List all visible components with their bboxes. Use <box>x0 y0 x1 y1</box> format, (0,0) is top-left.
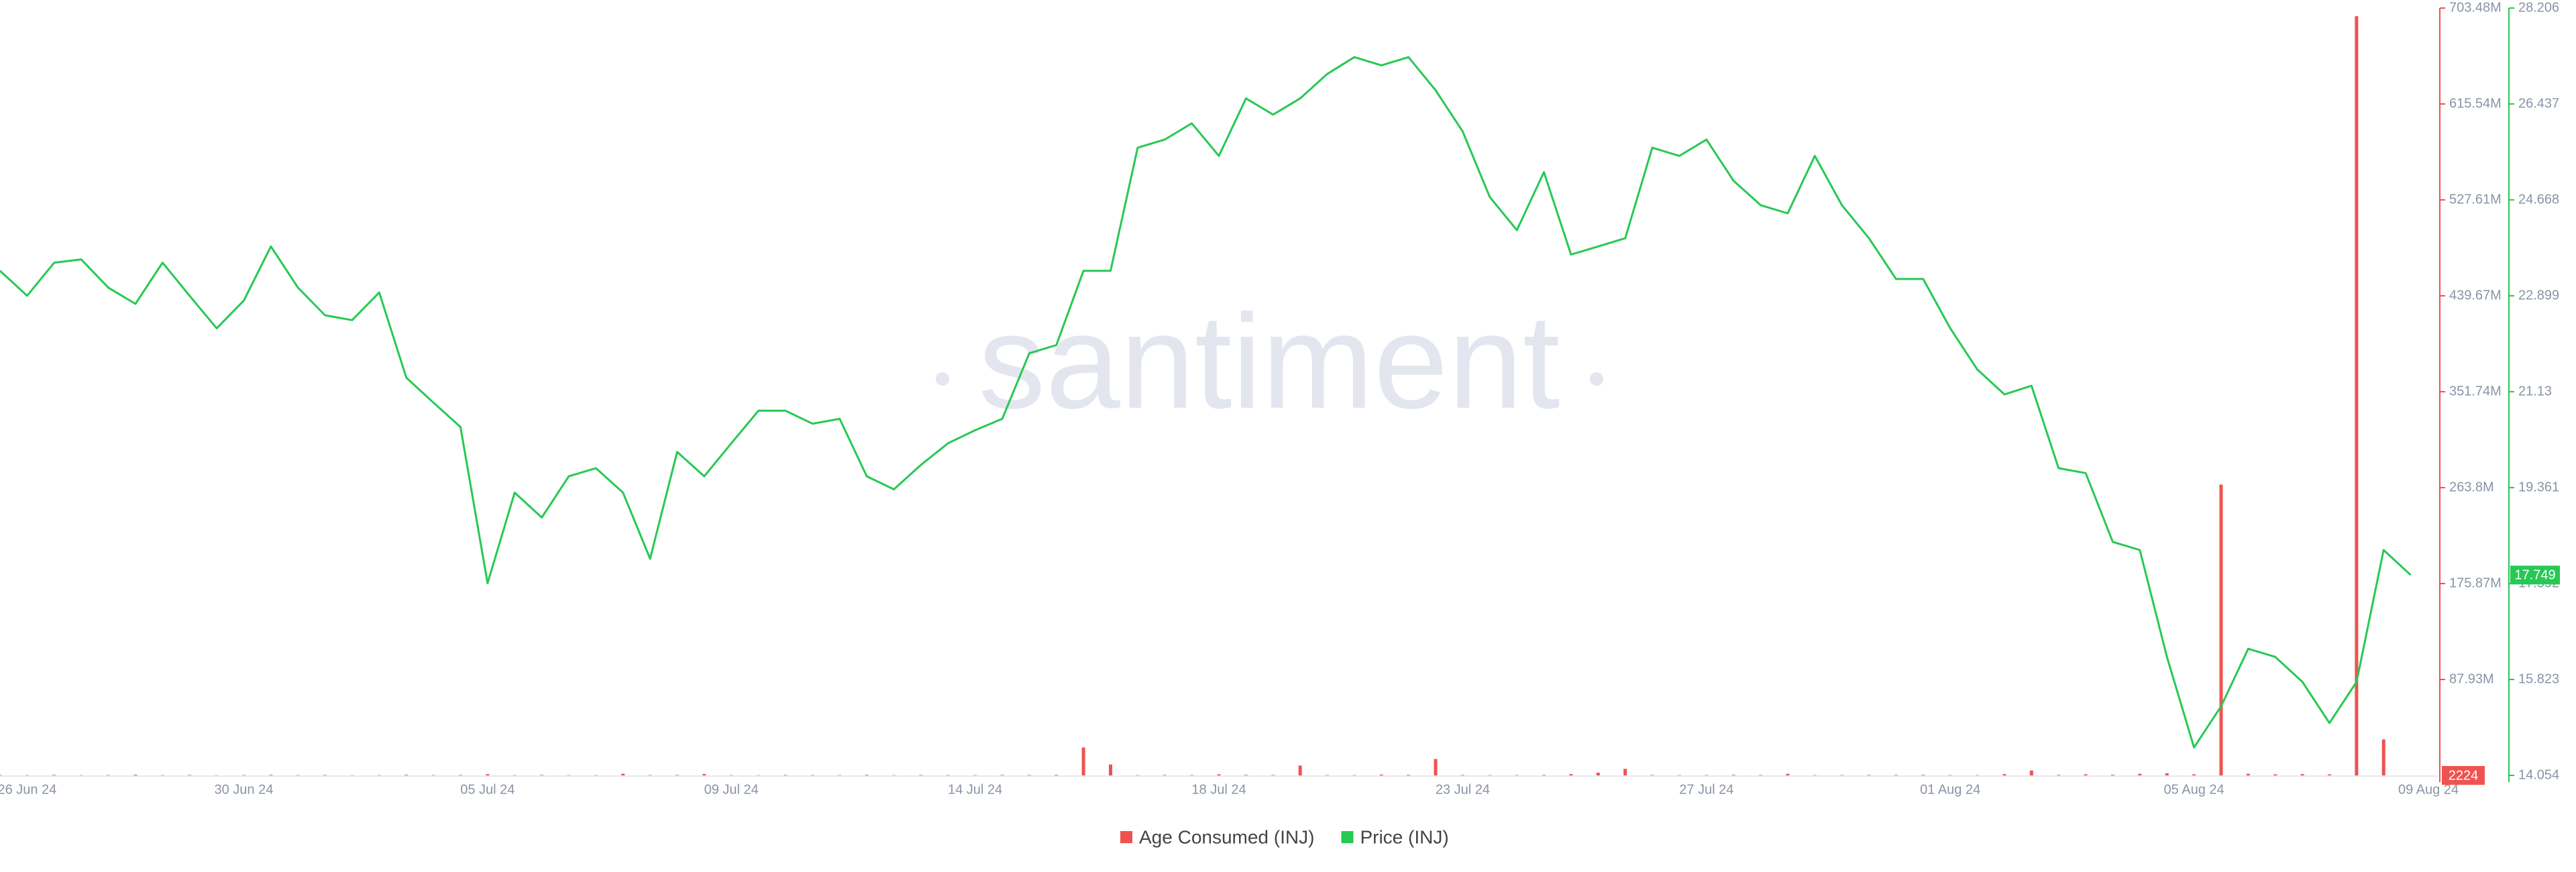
y-tick-label: 263.8M <box>2449 480 2494 494</box>
bar <box>1596 772 1600 775</box>
legend-swatch <box>1341 831 1354 843</box>
bar <box>2355 16 2359 776</box>
bar <box>2246 773 2250 775</box>
bar <box>2002 774 2006 775</box>
bar <box>621 773 625 775</box>
y2-tick-label: 24.668 <box>2518 192 2559 207</box>
bar <box>702 773 706 775</box>
legend-label: Price (INJ) <box>1360 826 1448 847</box>
y2-tick-label: 14.054 <box>2518 767 2559 782</box>
y-tick-label: 175.87M <box>2449 576 2502 590</box>
y2-tick-label: 19.361 <box>2518 480 2559 494</box>
value-badge <box>2442 766 2485 785</box>
x-tick-label: 14 Jul 24 <box>948 782 1002 797</box>
y2-tick-label: 21.13 <box>2518 384 2552 398</box>
bar <box>2300 774 2304 775</box>
legend-swatch <box>1120 831 1132 843</box>
price-badge-label: 17.749 <box>2514 568 2555 583</box>
bar <box>486 774 490 775</box>
bar <box>2029 770 2033 775</box>
x-tick-label: 26 Jun 24 <box>0 782 56 797</box>
x-tick-label: 18 Jul 24 <box>1191 782 1246 797</box>
price-line <box>0 56 2412 749</box>
bar <box>1217 774 1221 775</box>
x-tick-label: 09 Aug 24 <box>2398 782 2459 797</box>
x-tick-label: 05 Aug 24 <box>2164 782 2224 797</box>
watermark-dot <box>1590 372 1603 386</box>
bar <box>1434 759 1438 775</box>
y-tick-label: 351.74M <box>2449 384 2502 398</box>
y-tick-label: 615.54M <box>2449 96 2502 111</box>
bar <box>1623 769 1627 775</box>
bar <box>2192 774 2196 775</box>
bar <box>2381 739 2385 775</box>
y-tick-label: 703.48M <box>2449 0 2502 15</box>
x-tick-label: 23 Jul 24 <box>1436 782 1490 797</box>
watermark-dot <box>936 372 949 386</box>
y2-tick-label: 28.206 <box>2518 0 2559 15</box>
price-badge <box>2510 565 2560 585</box>
y2-tick-label: 15.823 <box>2518 671 2559 686</box>
legend-label: Age Consumed (INJ) <box>1139 826 1314 847</box>
y-tick-label: 439.67M <box>2449 288 2502 303</box>
x-tick-label: 01 Aug 24 <box>1920 782 1980 797</box>
bar <box>1081 747 1085 775</box>
x-tick-label: 30 Jun 24 <box>214 782 273 797</box>
bar <box>1786 773 1790 775</box>
y-tick-label: 87.93M <box>2449 671 2494 686</box>
x-tick-label: 27 Jul 24 <box>1679 782 1733 797</box>
value-badge-label: 2224 <box>2449 768 2479 783</box>
watermark: santiment <box>978 287 1560 437</box>
x-tick-label: 05 Jul 24 <box>460 782 515 797</box>
y2-tick-label: 26.437 <box>2518 96 2559 111</box>
bar <box>1108 764 1112 775</box>
x-tick-label: 09 Jul 24 <box>704 782 759 797</box>
bar <box>2219 484 2223 775</box>
bar <box>2273 774 2277 775</box>
y-tick-label: 527.61M <box>2449 192 2502 207</box>
bar <box>1298 765 1302 775</box>
bar <box>2165 773 2169 775</box>
bar <box>2138 773 2142 775</box>
y2-tick-label: 22.899 <box>2518 288 2559 303</box>
bar <box>1569 774 1573 775</box>
bar <box>2084 774 2088 775</box>
